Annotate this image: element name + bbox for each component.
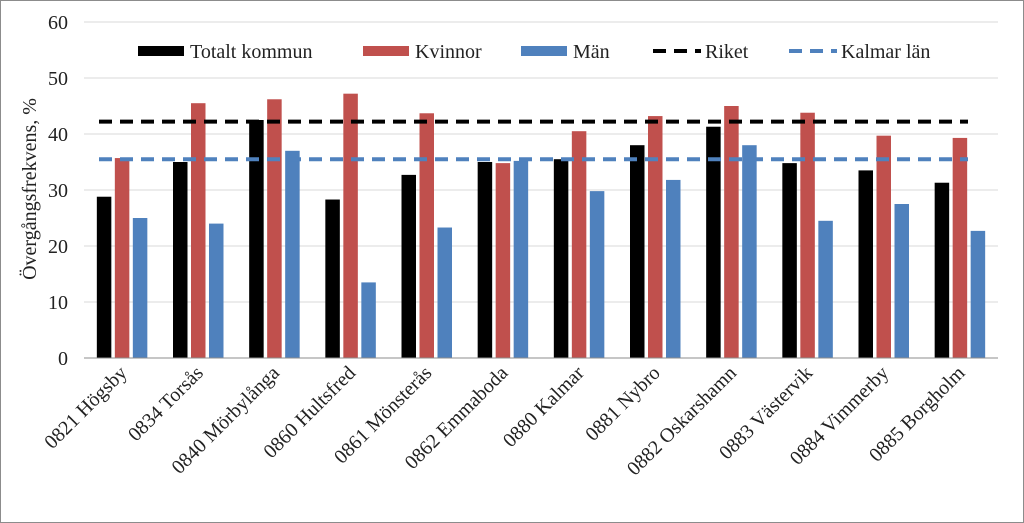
- legend-label: Kvinnor: [415, 41, 482, 63]
- bar: [589, 191, 605, 358]
- bar: [513, 160, 529, 358]
- bar: [952, 137, 968, 358]
- bar: [173, 162, 188, 358]
- bar: [191, 103, 206, 358]
- bar: [970, 230, 986, 358]
- bar: [249, 120, 264, 358]
- bar: [437, 227, 452, 358]
- bar: [132, 218, 148, 358]
- bar: [934, 182, 950, 358]
- reference-lines: [99, 119, 968, 162]
- y-tick-label: 50: [48, 68, 68, 90]
- bar: [325, 199, 340, 358]
- bar: [553, 159, 569, 358]
- legend-label: Kalmar län: [841, 41, 930, 63]
- legend-label: Totalt kommun: [190, 41, 312, 63]
- bar: [419, 113, 434, 358]
- y-tick-label: 20: [48, 236, 68, 258]
- bar: [782, 163, 797, 358]
- bar: [742, 145, 757, 358]
- legend-swatch: [521, 46, 567, 56]
- x-tick-label: 0880 Kalmar: [499, 362, 589, 452]
- y-tick-label: 30: [48, 180, 68, 202]
- y-axis-label: Övergångsfrekvens, %: [18, 98, 41, 280]
- bar: [800, 112, 815, 358]
- bar: [648, 116, 663, 358]
- legend-label: Riket: [705, 41, 749, 63]
- bar: [361, 282, 376, 358]
- bar: [876, 135, 891, 358]
- x-tick-label: 0821 Högsby: [40, 362, 131, 453]
- bar: [706, 126, 721, 358]
- bar: [96, 196, 112, 358]
- bar: [630, 145, 645, 358]
- bar: [571, 131, 587, 358]
- bars: [96, 93, 986, 359]
- bar: [724, 106, 739, 358]
- bar: [209, 223, 224, 358]
- bar: [267, 99, 282, 358]
- bar: [495, 163, 511, 358]
- y-tick-label: 0: [58, 348, 68, 370]
- bar: [401, 174, 416, 358]
- legend-swatch: [363, 46, 409, 56]
- bar: [666, 179, 681, 358]
- legend-label: Män: [573, 41, 610, 63]
- legend-swatch: [138, 46, 184, 56]
- bar: [343, 93, 358, 359]
- bar: [285, 150, 300, 358]
- y-tick-label: 40: [48, 124, 68, 146]
- y-tick-label: 10: [48, 292, 68, 314]
- bar: [818, 220, 833, 358]
- bar: [858, 170, 873, 358]
- bar: [894, 204, 909, 358]
- legend: Totalt kommun Kvinnor Män Riket Kalmar län: [138, 41, 930, 63]
- x-tick-label: 0834 Torsås: [124, 362, 208, 446]
- x-tick-label: 0881 Nybro: [581, 362, 665, 446]
- bar: [477, 162, 493, 358]
- gridlines: [84, 21, 998, 303]
- bar: [114, 158, 130, 358]
- y-tick-label: 60: [48, 12, 68, 34]
